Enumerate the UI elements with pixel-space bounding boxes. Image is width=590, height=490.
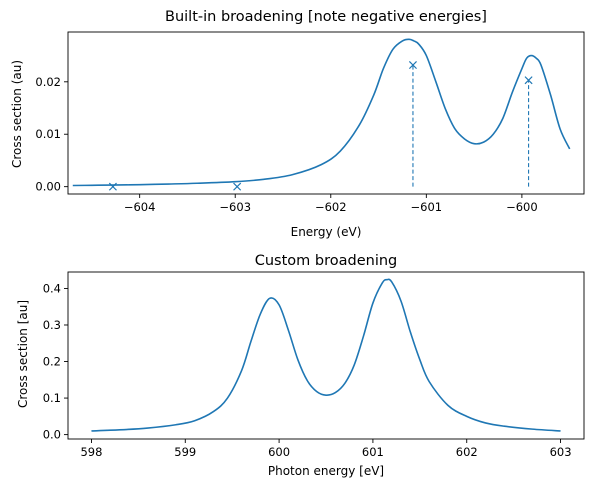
bottom-chart: Custom broadening Photon energy [eV] Cro… [16, 253, 585, 478]
bottom-chart-y-tick-label: 0.4 [43, 281, 61, 295]
top-chart-x-marker [108, 182, 117, 191]
bottom-chart-x-tick-label: 598 [80, 445, 102, 459]
bottom-chart-x-tick-label: 602 [456, 445, 478, 459]
bottom-chart-y-axis-label: Cross section [au] [16, 300, 30, 408]
top-chart-x-tick-label: −600 [506, 200, 538, 214]
bottom-chart-y-tick-label: 0.3 [43, 318, 61, 332]
bottom-chart-ticks: 598 599 600 601 602 603 0.0 0.1 0.2 0.3 0.4 [43, 281, 572, 459]
top-chart-x-tick-label: −603 [219, 200, 251, 214]
top-chart-x-marker [524, 76, 533, 85]
bottom-chart-x-tick-label: 599 [174, 445, 196, 459]
top-chart-x-marker [408, 61, 417, 70]
top-chart-y-tick-label: 0.01 [35, 127, 61, 141]
top-chart-x-marker [233, 182, 242, 191]
bottom-chart-axes-frame [67, 271, 585, 440]
bottom-chart-title: Custom broadening [255, 253, 398, 269]
top-chart: Built-in broadening [note negative energ… [10, 9, 585, 239]
bottom-chart-y-tick-label: 0.0 [43, 428, 61, 442]
top-chart-x-axis-label: Energy (eV) [291, 225, 362, 239]
bottom-chart-x-tick-label: 601 [362, 445, 384, 459]
bottom-chart-series-line [91, 278, 561, 432]
top-chart-y-axis-label: Cross section (au) [10, 60, 24, 168]
top-chart-x-tick-label: −601 [411, 200, 443, 214]
top-chart-x-tick-label: −604 [124, 200, 156, 214]
bottom-chart-x-tick-label: 600 [268, 445, 290, 459]
bottom-chart-y-tick-label: 0.1 [43, 391, 61, 405]
top-chart-title: Built-in broadening [note negative energ… [165, 9, 487, 25]
top-chart-y-tick-label: 0.02 [35, 75, 61, 89]
bottom-chart-y-tick-label: 0.2 [43, 355, 61, 369]
top-chart-ticks: −604 −603 −602 −601 −600 0.00 0.01 0.02 [35, 75, 537, 214]
bottom-chart-plot-area [91, 278, 561, 432]
top-chart-plot-area [72, 38, 571, 191]
top-chart-y-tick-label: 0.00 [35, 180, 61, 194]
top-chart-series-line [72, 38, 571, 187]
top-chart-x-tick-label: −602 [315, 200, 347, 214]
bottom-chart-x-axis-label: Photon energy [eV] [268, 464, 384, 478]
bottom-chart-x-tick-label: 603 [550, 445, 572, 459]
top-chart-axes-frame [67, 31, 585, 195]
